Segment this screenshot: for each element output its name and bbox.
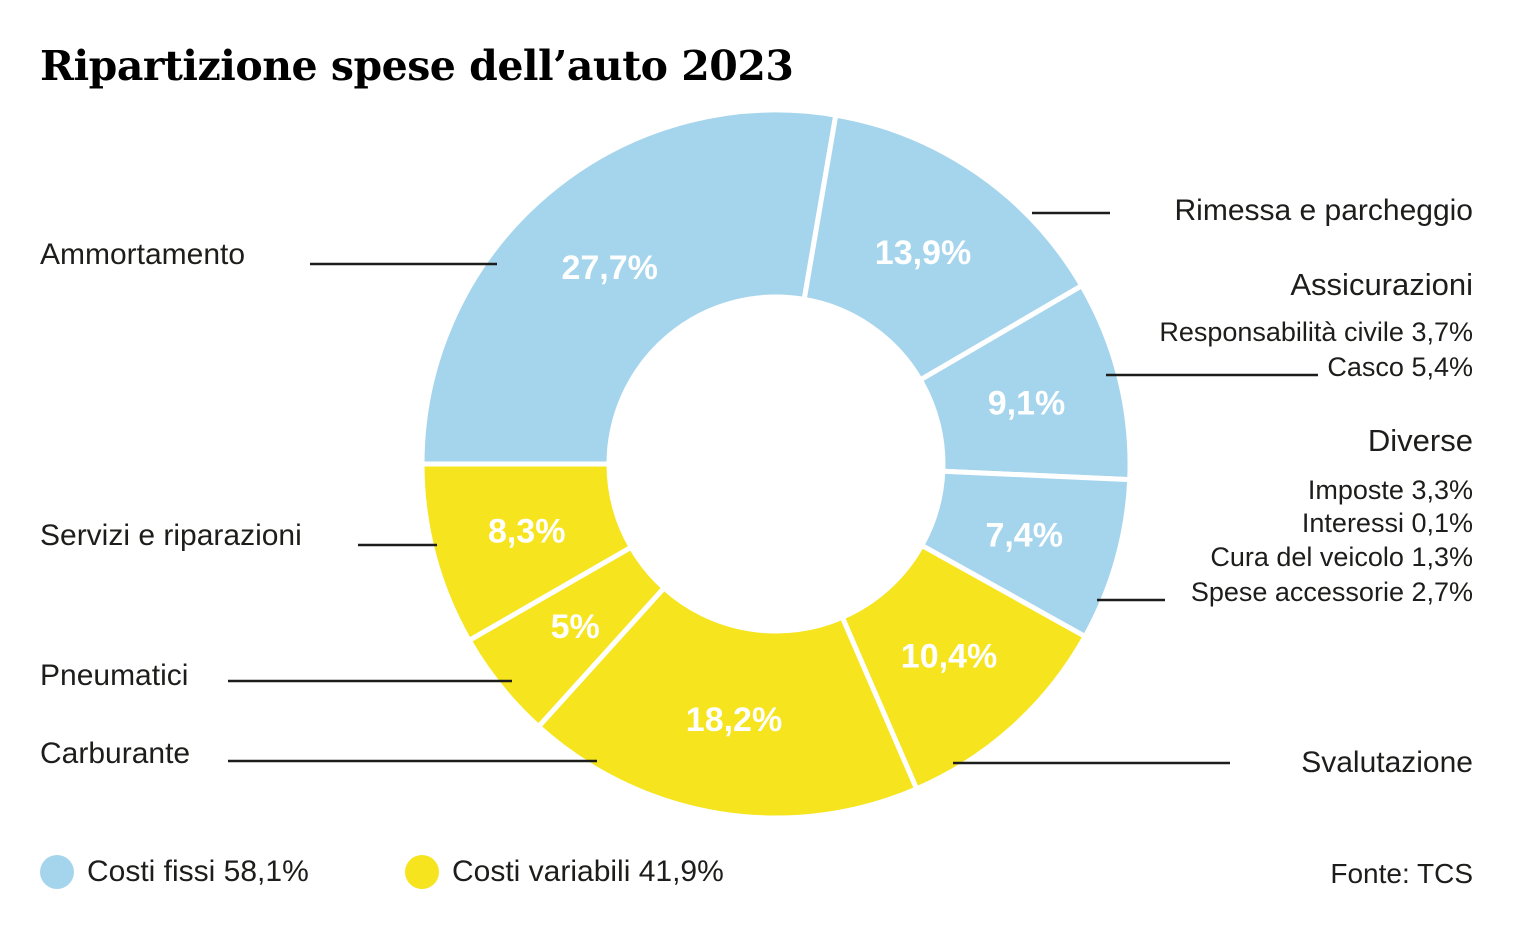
callout-ammortamento: Ammortamento xyxy=(40,238,246,271)
slice-value-assicurazioni: 9,1% xyxy=(988,384,1066,422)
callout-svalutazione: Svalutazione xyxy=(1301,746,1473,779)
callout-servizi-e-riparazioni: Servizi e riparazioni xyxy=(40,519,302,552)
legend-label-costi-variabili: Costi variabili 41,9% xyxy=(452,855,724,888)
slice-rimessa-e-parcheggio xyxy=(801,112,1085,383)
slice-value-ammortamento: 27,7% xyxy=(561,249,657,287)
chart-title: Ripartizione spese dell’auto 2023 xyxy=(40,42,794,90)
legend-item-costi-variabili: Costi variabili 41,9% xyxy=(405,855,724,889)
callout-responsabilita-civile: Responsabilità civile 3,7% xyxy=(1159,317,1473,347)
slice-value-diverse: 7,4% xyxy=(985,517,1063,555)
source-credit: Fonte: TCS xyxy=(1330,858,1473,889)
callout-rimessa-e-parcheggio: Rimessa e parcheggio xyxy=(1174,194,1474,227)
slice-value-carburante: 18,2% xyxy=(686,701,782,739)
callout-imposte: Imposte 3,3% xyxy=(1307,475,1473,505)
legend-swatch-costi-variabili xyxy=(405,855,439,889)
callout-cura-del-veicolo: Cura del veicolo 1,3% xyxy=(1210,542,1473,572)
slice-value-svalutazione: 10,4% xyxy=(901,638,997,676)
callout-interessi: Interessi 0,1% xyxy=(1301,508,1473,538)
callout-carburante: Carburante xyxy=(40,737,191,770)
callout-pneumatici: Pneumatici xyxy=(40,659,189,692)
slice-value-servizi-e-riparazioni: 8,3% xyxy=(488,513,566,551)
slice-ammortamento xyxy=(419,107,839,467)
slice-value-pneumatici: 5% xyxy=(551,608,600,646)
callout-casco: Casco 5,4% xyxy=(1327,352,1473,382)
callout-assicurazioni: Assicurazioni xyxy=(1290,267,1473,302)
legend-swatch-costi-fissi xyxy=(40,855,74,889)
slice-value-rimessa-e-parcheggio: 13,9% xyxy=(875,234,971,272)
slice-carburante xyxy=(536,585,920,821)
legend-label-costi-fissi: Costi fissi 58,1% xyxy=(87,855,309,888)
callout-diverse: Diverse xyxy=(1367,423,1473,458)
legend-item-costi-fissi: Costi fissi 58,1% xyxy=(40,855,309,889)
callout-spese-accessorie: Spese accessorie 2,7% xyxy=(1190,577,1473,607)
slice-servizi-e-riparazioni xyxy=(419,461,634,643)
